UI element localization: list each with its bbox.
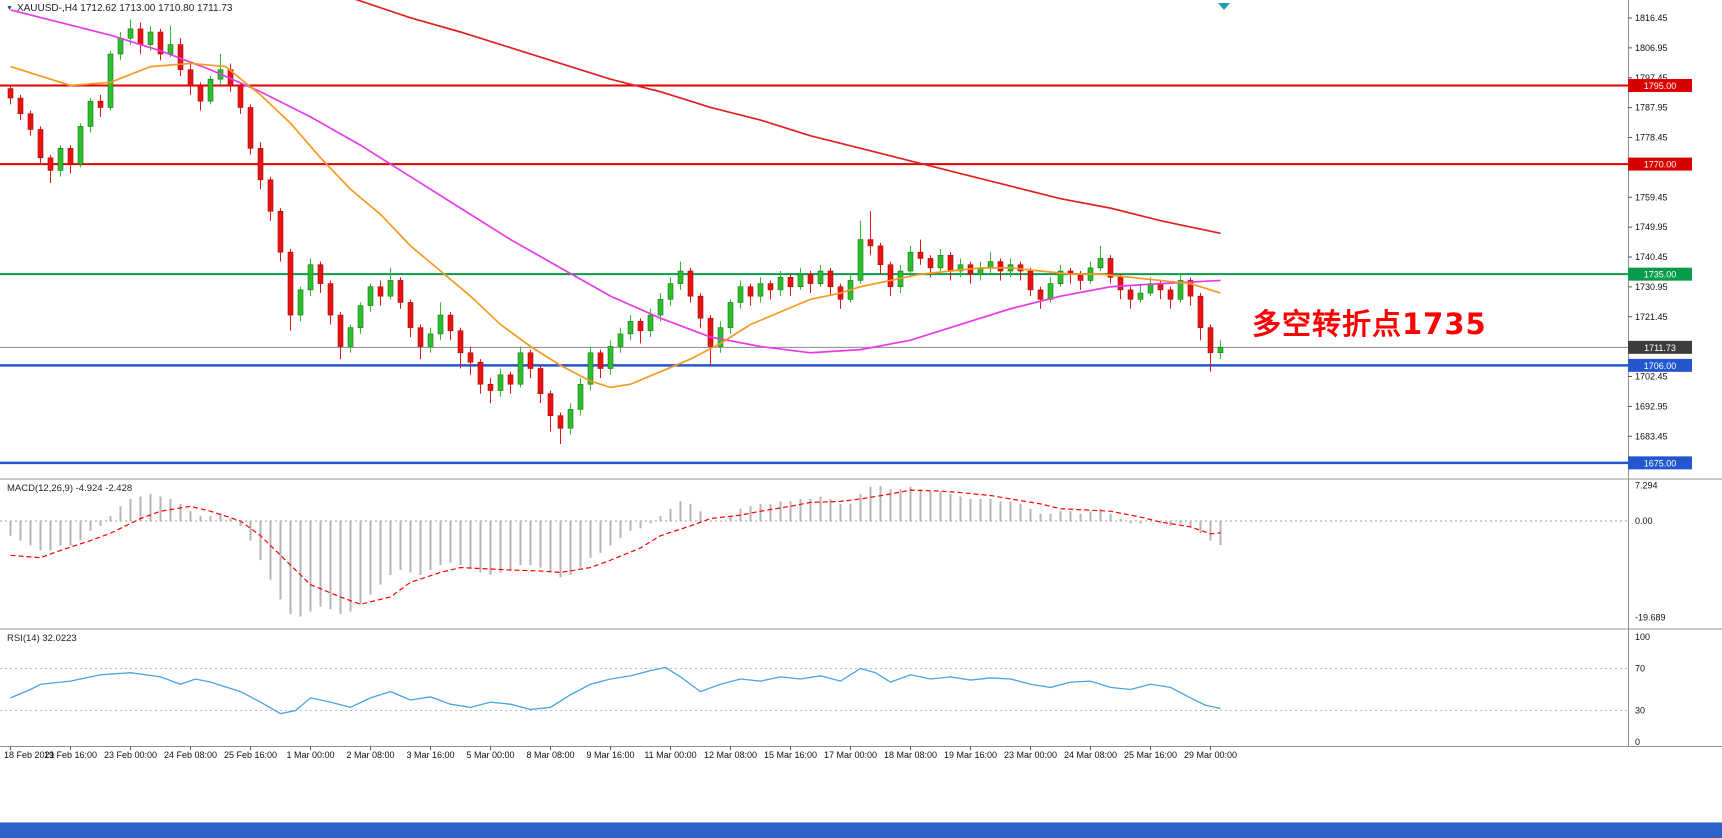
svg-text:23 Feb 00:00: 23 Feb 00:00 [104,750,157,760]
svg-text:1735.00: 1735.00 [1644,270,1677,280]
svg-text:18 Feb 2021: 18 Feb 2021 [4,750,55,760]
svg-text:0: 0 [1635,737,1640,747]
svg-text:9 Mar 16:00: 9 Mar 16:00 [586,750,634,760]
svg-text:15 Mar 16:00: 15 Mar 16:00 [764,750,817,760]
svg-text:1675.00: 1675.00 [1644,458,1677,468]
svg-text:1692.95: 1692.95 [1635,401,1668,411]
symbol-ohlc-label: XAUUSD-,H4 1712.62 1713.00 1710.80 1711.… [16,3,233,14]
svg-text:18 Mar 08:00: 18 Mar 08:00 [884,750,937,760]
svg-text:1702.45: 1702.45 [1635,372,1668,382]
svg-text:1797.45: 1797.45 [1635,73,1668,83]
svg-text:25 Mar 16:00: 25 Mar 16:00 [1124,750,1177,760]
svg-text:19 Mar 16:00: 19 Mar 16:00 [944,750,997,760]
svg-text:7.294: 7.294 [1635,480,1658,490]
svg-text:24 Feb 08:00: 24 Feb 08:00 [164,750,217,760]
rsi-line [10,666,1221,715]
svg-text:23 Mar 00:00: 23 Mar 00:00 [1004,750,1057,760]
macd-pane [0,485,1628,617]
chart-shift-marker-icon [1218,3,1230,10]
collapse-icon[interactable]: ▼ [6,5,13,12]
svg-text:19 Feb 16:00: 19 Feb 16:00 [44,750,97,760]
svg-text:1816.45: 1816.45 [1635,13,1668,23]
svg-text:1683.45: 1683.45 [1635,431,1668,441]
svg-text:25 Feb 16:00: 25 Feb 16:00 [224,750,277,760]
macd-indicator-label: MACD(12,26,9) -4.924 -2.428 [7,483,133,494]
price-axis: 1816.45 1806.95 1797.45 1787.95 1778.45 1759.… [1628,13,1668,441]
svg-text:1706.00: 1706.00 [1644,361,1677,371]
svg-text:1721.45: 1721.45 [1635,312,1668,322]
svg-text:3 Mar 16:00: 3 Mar 16:00 [406,750,454,760]
svg-text:1740.45: 1740.45 [1635,252,1668,262]
svg-text:1787.95: 1787.95 [1635,103,1668,113]
svg-text:-19.689: -19.689 [1635,612,1666,622]
svg-text:11 Mar 00:00: 11 Mar 00:00 [644,750,696,760]
svg-text:2 Mar 08:00: 2 Mar 08:00 [346,750,394,760]
annotation-text[interactable]: 多空转折点1735 [1252,307,1487,341]
svg-text:1795.00: 1795.00 [1644,81,1677,91]
moving-averages [10,0,1221,389]
svg-text:1730.95: 1730.95 [1635,282,1668,292]
price-badges: 1795.00 1770.00 1735.00 1706.00 1675.00 1711.… [1628,78,1692,470]
svg-text:1770.00: 1770.00 [1644,160,1677,170]
ma-fast-orange [10,62,1221,389]
svg-text:24 Mar 08:00: 24 Mar 08:00 [1064,750,1117,760]
svg-text:1 Mar 00:00: 1 Mar 00:00 [286,750,334,760]
price-level-lines [0,84,1628,465]
svg-text:100: 100 [1635,632,1650,642]
pane-separators [0,0,1722,747]
svg-text:8 Mar 08:00: 8 Mar 08:00 [526,750,574,760]
rsi-pane [0,666,1628,715]
svg-text:1749.95: 1749.95 [1635,222,1668,232]
svg-text:1759.45: 1759.45 [1635,192,1668,202]
svg-text:30: 30 [1635,706,1645,716]
svg-text:29 Mar 00:00: 29 Mar 00:00 [1184,750,1237,760]
svg-text:12 Mar 08:00: 12 Mar 08:00 [704,750,757,760]
svg-text:1806.95: 1806.95 [1635,43,1668,53]
svg-text:5 Mar 00:00: 5 Mar 00:00 [466,750,514,760]
svg-text:70: 70 [1635,664,1645,674]
symbol-info[interactable]: ▼ XAUUSD-,H4 1712.62 1713.00 1710.80 1711… [6,3,232,14]
svg-text:17 Mar 00:00: 17 Mar 00:00 [824,750,877,760]
svg-text:1778.45: 1778.45 [1635,133,1668,143]
ma-mid-magenta [10,9,1221,354]
svg-text:1711.73: 1711.73 [1644,343,1676,353]
candles-layer [7,19,1224,444]
macd-signal-line [10,489,1221,605]
bottom-window-strip [0,822,1722,838]
svg-text:0.00: 0.00 [1635,516,1653,526]
indicator-axes: 7.294 0.00 -19.689 100 70 30 0 [1635,480,1666,747]
rsi-indicator-label: RSI(14) 32.0223 [7,633,77,644]
ma-long-red [354,0,1221,235]
